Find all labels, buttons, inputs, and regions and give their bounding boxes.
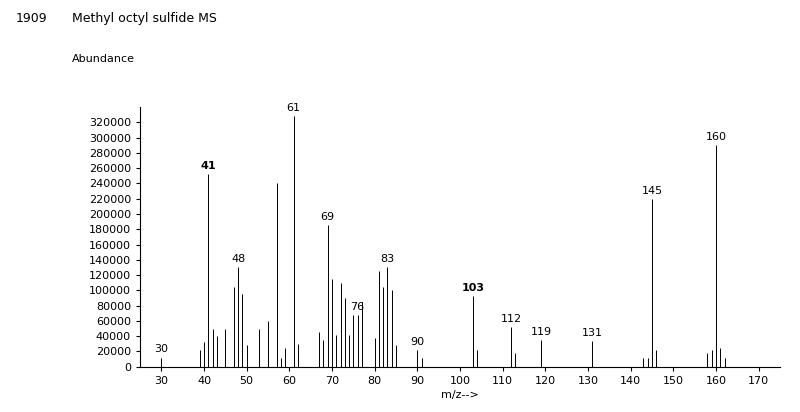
- Text: Methyl octyl sulfide MS: Methyl octyl sulfide MS: [72, 12, 217, 26]
- Text: 112: 112: [501, 314, 522, 324]
- Text: 48: 48: [231, 254, 246, 265]
- Text: 83: 83: [381, 254, 394, 265]
- Text: 145: 145: [642, 186, 662, 196]
- Text: 1909: 1909: [16, 12, 48, 26]
- Text: 131: 131: [582, 328, 602, 338]
- Text: 61: 61: [286, 103, 301, 113]
- Text: 90: 90: [410, 337, 424, 347]
- X-axis label: m/z-->: m/z-->: [441, 390, 479, 400]
- Text: 69: 69: [321, 213, 334, 222]
- Text: 160: 160: [706, 132, 726, 142]
- Text: 103: 103: [462, 283, 484, 293]
- Text: 41: 41: [201, 161, 216, 171]
- Text: 76: 76: [350, 302, 365, 312]
- Text: 119: 119: [530, 327, 552, 337]
- Text: Abundance: Abundance: [72, 54, 135, 63]
- Text: 30: 30: [154, 344, 168, 354]
